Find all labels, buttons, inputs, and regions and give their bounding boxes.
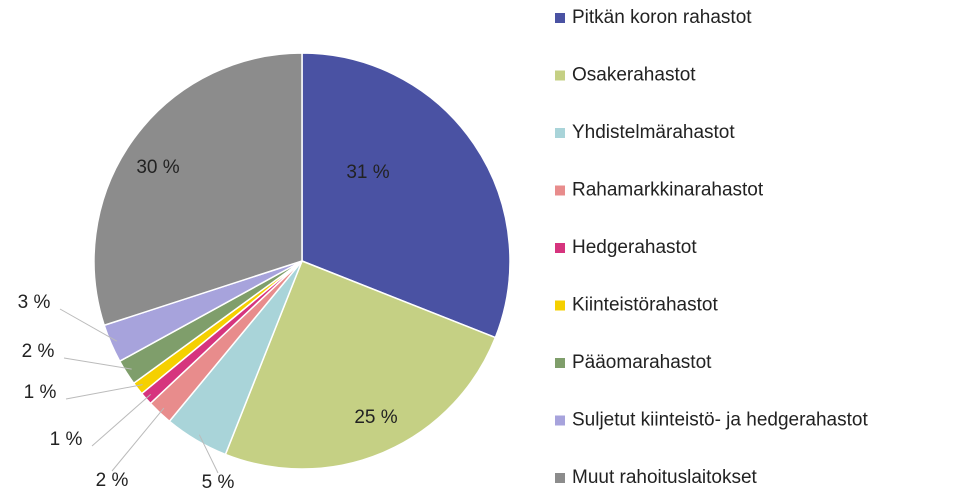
pie-slice (301, 52, 511, 339)
legend-swatch (555, 415, 565, 426)
pie-slice (224, 260, 497, 470)
legend-label: Hedgerahastot (572, 237, 697, 258)
data-label: 2 % (96, 470, 129, 491)
legend-swatch (555, 70, 565, 81)
pie-slice (93, 52, 303, 327)
legend-label: Suljetut kiinteistö- ja hedgerahastot (572, 410, 868, 431)
leader-line (65, 384, 143, 400)
legend-label: Muut rahoituslaitokset (572, 467, 758, 488)
legend-label: Yhdistelmärahastot (572, 122, 735, 143)
data-label: 2 % (22, 341, 55, 362)
data-label: 1 % (50, 429, 83, 450)
legend-swatch (555, 128, 565, 138)
data-label: 1 % (24, 382, 57, 403)
data-label: 25 % (354, 407, 397, 428)
data-label: 30 % (136, 157, 179, 178)
data-label: 3 % (18, 292, 51, 313)
leader-line (111, 407, 165, 472)
legend-label: Rahamarkkinarahastot (572, 180, 764, 201)
legend-label: Pääomarahastot (572, 352, 712, 373)
legend-swatch (555, 473, 565, 483)
legend-label: Kiinteistörahastot (572, 295, 718, 316)
legend-swatch (555, 300, 565, 311)
legend-swatch (555, 13, 565, 23)
legend-swatch (555, 358, 565, 368)
legend-label: Osakerahastot (572, 65, 696, 86)
data-label: 5 % (202, 472, 235, 493)
leader-line (63, 357, 132, 370)
legend-swatch (555, 243, 565, 253)
legend-label: Pitkän koron rahastot (572, 7, 752, 28)
leader-line (59, 308, 118, 342)
leader-line (198, 434, 219, 474)
legend-swatch (555, 185, 565, 196)
leader-line (91, 394, 151, 447)
data-label: 31 % (346, 162, 389, 183)
